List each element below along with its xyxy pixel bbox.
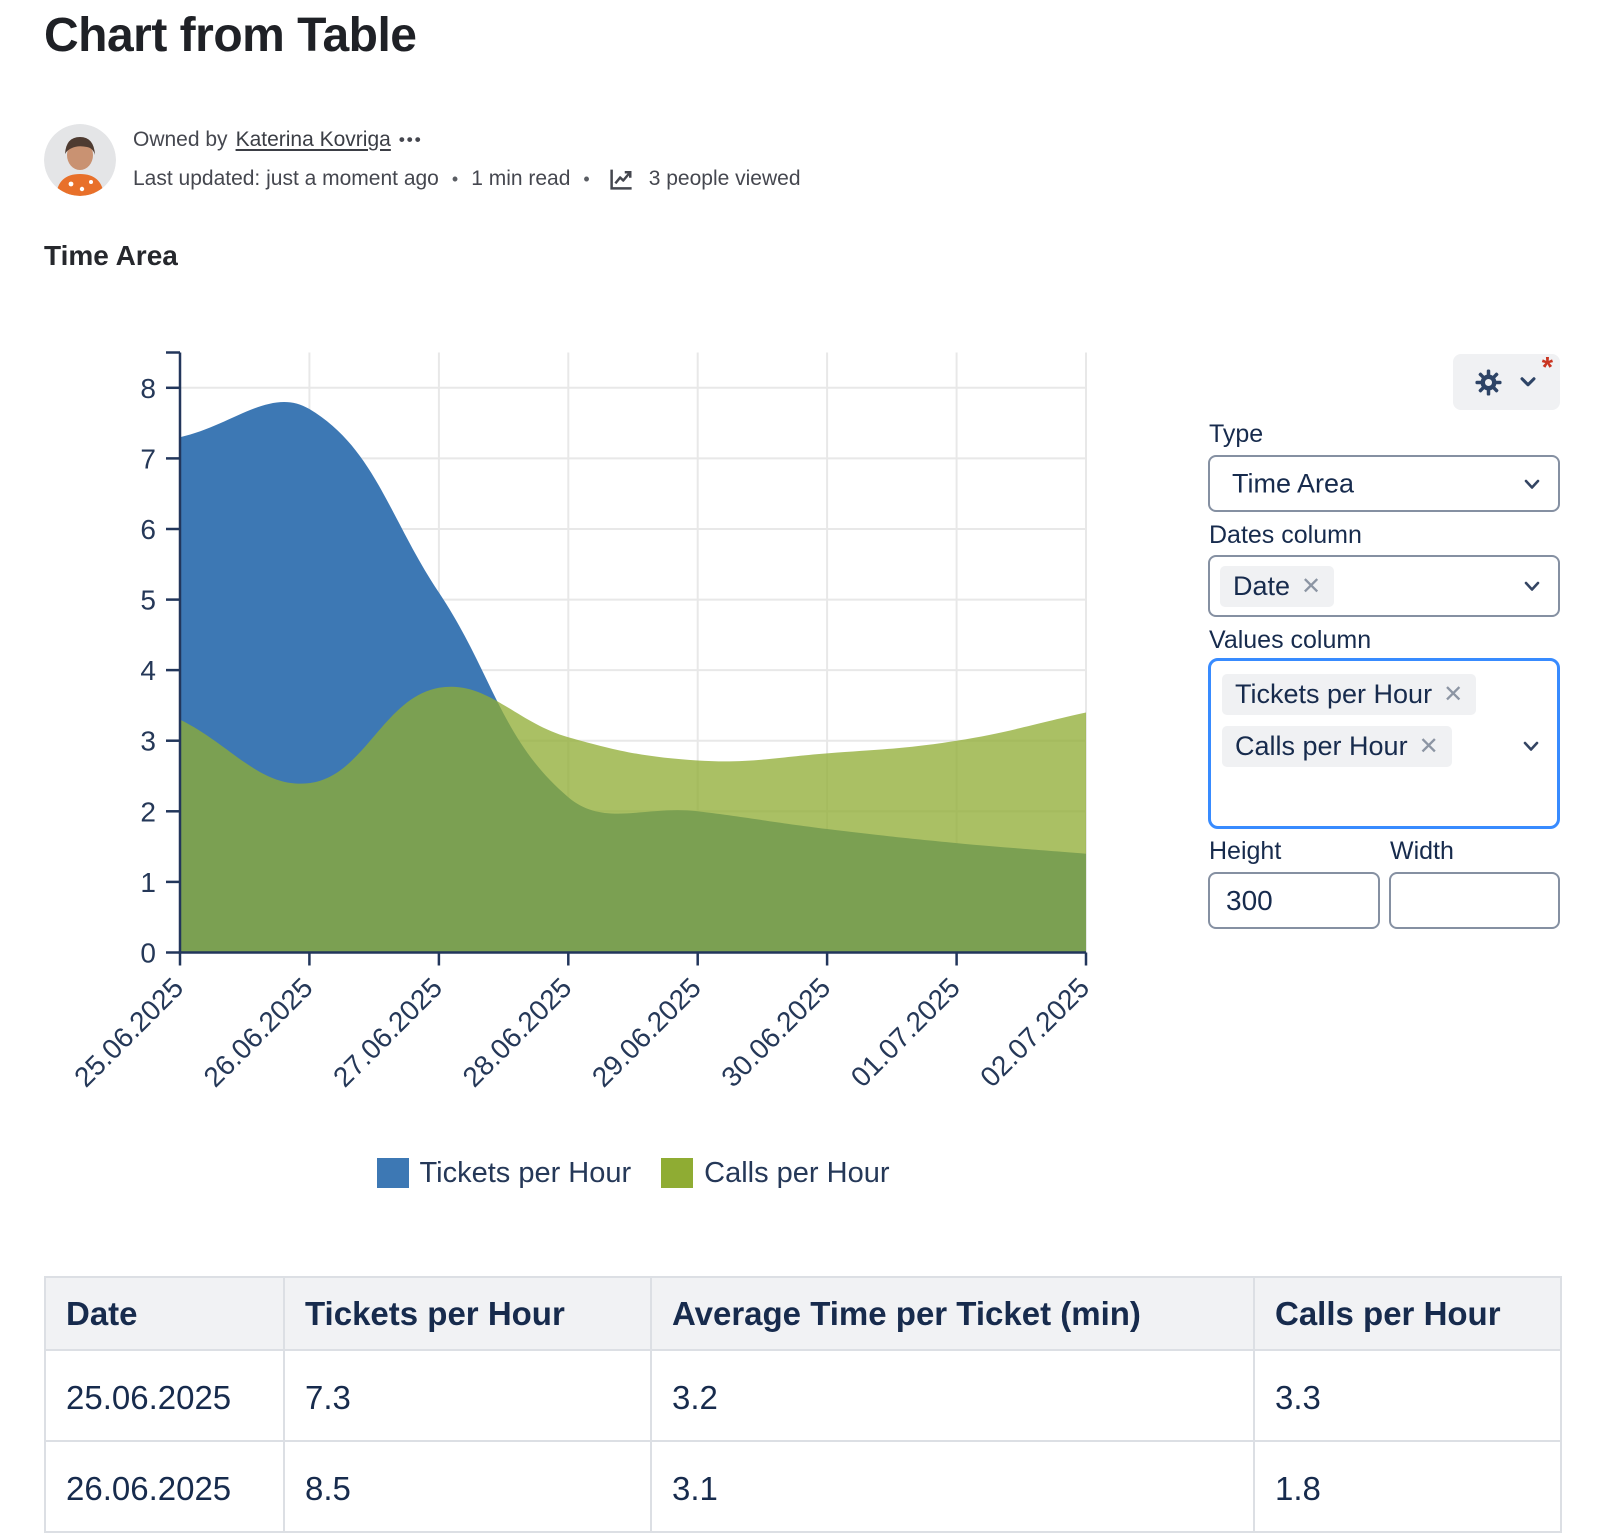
y-tick-label: 0 — [140, 938, 156, 969]
chart-legend: Tickets per Hour Calls per Hour — [180, 1153, 1086, 1193]
table-cell: 25.06.2025 — [44, 1349, 285, 1442]
table-cell: 1.8 — [1253, 1440, 1562, 1533]
avatar-photo — [44, 124, 116, 196]
chip-remove-icon[interactable]: ✕ — [1418, 732, 1439, 760]
table-cell: 7.3 — [283, 1349, 652, 1442]
views-label[interactable]: 3 people viewed — [648, 167, 801, 190]
x-tick-label: 01.07.2025 — [845, 972, 966, 1093]
height-label: Height — [1209, 837, 1282, 865]
legend-label: Tickets per Hour — [419, 1156, 632, 1189]
selected-option-chip: Tickets per Hour ✕ — [1222, 674, 1477, 715]
chip-label: Tickets per Hour — [1235, 679, 1433, 709]
type-label: Type — [1209, 420, 1264, 448]
table-header-cell: Average Time per Ticket (min) — [650, 1276, 1255, 1351]
y-tick-label: 5 — [140, 585, 156, 616]
y-tick-label: 7 — [140, 443, 156, 474]
required-marker: * — [1541, 352, 1553, 384]
table-row: 25.06.2025 7.3 3.2 3.3 — [44, 1349, 1562, 1442]
chevron-down-icon — [1517, 371, 1539, 393]
x-tick-label: 27.06.2025 — [327, 972, 448, 1093]
y-tick-label: 1 — [140, 867, 156, 898]
table-cell: 8.5 — [283, 1440, 652, 1533]
legend-swatch — [376, 1158, 409, 1188]
y-tick-label: 2 — [140, 796, 156, 827]
chip-remove-icon[interactable]: ✕ — [1301, 572, 1322, 600]
x-tick-label: 26.06.2025 — [198, 972, 319, 1093]
table-cell: 3.2 — [650, 1349, 1255, 1442]
table-cell: 26.06.2025 — [44, 1440, 285, 1533]
values-column-label: Values column — [1209, 626, 1372, 654]
chevron-down-icon — [1520, 574, 1544, 598]
x-tick-label: 02.07.2025 — [974, 972, 1095, 1093]
x-tick-label: 29.06.2025 — [586, 972, 707, 1093]
owner-link[interactable]: Katerina Kovriga — [235, 128, 391, 151]
values-column-select[interactable]: Tickets per Hour ✕ Calls per Hour ✕ — [1208, 658, 1560, 829]
height-input[interactable] — [1208, 872, 1380, 929]
data-table: Date Tickets per Hour Average Time per Tic… — [44, 1276, 1562, 1533]
x-tick-label: 28.06.2025 — [457, 972, 578, 1093]
last-updated-label: Last updated: just a moment ago — [133, 167, 439, 190]
type-select-value: Time Area — [1232, 468, 1355, 498]
chip-label: Date — [1233, 571, 1291, 601]
legend-label: Calls per Hour — [704, 1156, 890, 1189]
selected-option-chip: Date ✕ — [1220, 566, 1335, 607]
y-tick-label: 3 — [140, 726, 156, 757]
chevron-down-icon — [1520, 472, 1544, 496]
read-time-label: 1 min read — [471, 167, 571, 190]
separator-dot: • — [583, 168, 590, 189]
byline: Owned by Katerina Kovriga ••• Last updat… — [44, 124, 801, 196]
chip-remove-icon[interactable]: ✕ — [1443, 680, 1464, 708]
page-title: Chart from Table — [44, 9, 417, 62]
chevron-down-icon — [1519, 734, 1543, 758]
legend-item-tickets-per-hour[interactable]: Tickets per Hour — [376, 1156, 632, 1190]
avatar[interactable] — [44, 124, 116, 196]
chart-area-calls-per-hour — [180, 686, 1086, 952]
x-tick-label: 25.06.2025 — [68, 972, 189, 1093]
y-tick-label: 8 — [140, 373, 156, 404]
table-cell: 3.1 — [650, 1440, 1255, 1533]
table-row: 26.06.2025 8.5 3.1 1.8 — [44, 1440, 1562, 1533]
width-input[interactable] — [1389, 872, 1560, 929]
section-heading: Time Area — [44, 240, 178, 271]
trend-up-icon — [606, 164, 636, 194]
type-select[interactable]: Time Area — [1208, 455, 1560, 512]
table-header-cell: Tickets per Hour — [283, 1276, 652, 1351]
y-tick-label: 4 — [140, 655, 156, 686]
table-cell: 3.3 — [1253, 1349, 1562, 1442]
width-label: Width — [1390, 837, 1454, 865]
table-header-cell: Calls per Hour — [1253, 1276, 1562, 1351]
selected-option-chip: Calls per Hour ✕ — [1222, 726, 1452, 767]
table-header-cell: Date — [44, 1276, 285, 1351]
dates-column-select[interactable]: Date ✕ — [1208, 555, 1560, 617]
gear-icon — [1474, 368, 1503, 397]
more-actions-button[interactable]: ••• — [398, 130, 423, 149]
chart-settings-button[interactable]: * — [1453, 354, 1560, 410]
dates-column-label: Dates column — [1209, 521, 1362, 549]
x-tick-label: 30.06.2025 — [715, 972, 836, 1093]
separator-dot: • — [451, 168, 459, 189]
legend-item-calls-per-hour[interactable]: Calls per Hour — [661, 1156, 890, 1190]
legend-swatch — [661, 1158, 694, 1188]
y-tick-label: 6 — [140, 514, 156, 545]
chip-label: Calls per Hour — [1235, 731, 1408, 761]
owned-by-label: Owned by — [133, 128, 228, 151]
